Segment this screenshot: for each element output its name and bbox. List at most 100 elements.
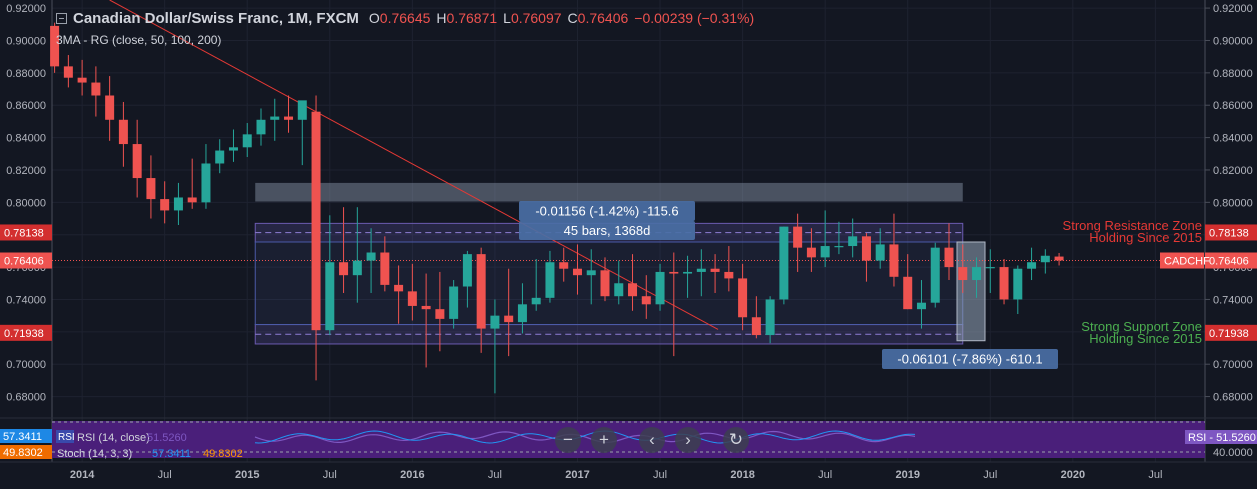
zoom-out-button[interactable]: −	[555, 427, 581, 453]
candle-body	[972, 267, 982, 281]
candle-body	[930, 247, 940, 303]
stoch-k-value: 57.3411	[152, 448, 191, 460]
candle-body	[655, 271, 665, 305]
symbol-price-tag-bg	[1160, 252, 1204, 269]
candle-body	[228, 147, 238, 151]
rsi-tag-left: RSI	[58, 432, 75, 443]
x-tick-label: Jul	[488, 469, 502, 481]
symbol-title[interactable]: Canadian Dollar/Swiss Franc, 1M, FXCM	[73, 9, 359, 27]
y-tick-label-left: 0.86000	[6, 100, 46, 112]
candle-body	[476, 254, 486, 329]
candle-body	[1027, 262, 1037, 269]
support-label-1: Strong Support Zone	[1081, 319, 1202, 334]
resistance-price-tag-left: 0.78138	[4, 227, 44, 239]
candle-body	[146, 178, 156, 200]
candle-body	[999, 267, 1009, 300]
measure-projection-box	[956, 241, 986, 342]
last-price-tag: 0.76406	[1209, 256, 1249, 268]
candle-body	[848, 236, 858, 247]
rsi-tag-left-bg	[56, 430, 74, 443]
rsi-right-tag-bg	[1185, 430, 1257, 444]
candle-body	[586, 270, 596, 276]
candle-body	[545, 262, 555, 298]
scroll-left-button[interactable]: ‹	[639, 427, 665, 453]
x-tick-label: 2015	[235, 469, 259, 481]
candle-body	[738, 278, 748, 318]
y-tick-label-left: 0.70000	[6, 359, 46, 371]
collapse-icon[interactable]	[56, 12, 67, 24]
support-price-tag: 0.71938	[1209, 328, 1249, 340]
x-tick-label: 2017	[565, 469, 589, 481]
stoch-k-left-value: 57.3411	[3, 431, 42, 443]
candle-body	[531, 297, 541, 305]
x-tick-label: 2020	[1061, 469, 1085, 481]
support-label-2: Holding Since 2015	[1089, 331, 1202, 346]
y-tick-label-left: 0.90000	[6, 35, 46, 47]
reset-chart-button[interactable]: ↻	[723, 427, 749, 453]
y-tick-label-left: 0.84000	[6, 133, 46, 145]
stoch-d-left-value: 49.8302	[3, 447, 43, 459]
candle-body	[889, 244, 899, 277]
high-value: H0.76871	[436, 10, 498, 26]
last-price-tag-left-bg	[0, 252, 52, 269]
candle-body	[834, 246, 844, 248]
candle-body	[77, 77, 87, 83]
zoom-in-button[interactable]: +	[591, 427, 617, 453]
candle-body	[572, 268, 582, 276]
resistance-label-2: Holding Since 2015	[1089, 230, 1202, 245]
y-tick-label-right: 0.68000	[1213, 392, 1253, 404]
support-price-tag-bg	[1205, 324, 1257, 341]
measure-top-label: -0.01156 (-1.42%) -115.6	[535, 204, 678, 219]
close-value: C0.76406	[567, 10, 629, 26]
candle-body	[1013, 268, 1023, 300]
scroll-right-button[interactable]: ›	[675, 427, 701, 453]
candle-body	[421, 305, 431, 310]
low-value: L0.76097	[503, 10, 562, 26]
x-tick-label: Jul	[158, 469, 172, 481]
candle-body	[751, 317, 761, 336]
x-tick-label: Jul	[323, 469, 337, 481]
candle-body	[105, 95, 115, 120]
candle-body	[160, 199, 170, 211]
stoch-d-value: 49.8302	[203, 448, 243, 460]
candle-body	[187, 197, 197, 203]
chart-navigation-toolbar: − + ‹ › ↻	[555, 427, 749, 453]
candle-body	[683, 271, 693, 274]
candle-body	[118, 119, 128, 145]
measure-top-label-bg	[519, 201, 695, 221]
y-tick-label-right: 0.80000	[1213, 197, 1253, 209]
candle-body	[270, 116, 280, 120]
stoch-d-left-bg	[0, 445, 52, 459]
candle-body	[903, 276, 913, 310]
upper-supply-zone	[255, 182, 963, 202]
candle-body	[1040, 255, 1050, 263]
candle-body	[517, 304, 527, 323]
candle-body	[339, 262, 349, 276]
y-tick-label-right: 0.70000	[1213, 359, 1253, 371]
x-tick-label: Jul	[818, 469, 832, 481]
candle-body	[669, 271, 679, 274]
candle-body	[641, 296, 651, 305]
resistance-price-tag-bg	[1205, 224, 1257, 241]
x-tick-label: Jul	[1148, 469, 1162, 481]
rsi-axis-label: 40.0000	[1213, 447, 1253, 459]
x-tick-label: 2019	[895, 469, 919, 481]
candle-body	[63, 66, 73, 78]
x-tick-label: 2016	[400, 469, 424, 481]
stoch-legend: Stoch (14, 3, 3)	[57, 448, 132, 460]
candle-body	[504, 315, 514, 323]
candle-body	[215, 150, 225, 164]
candle-body	[325, 262, 335, 331]
candle-body	[297, 100, 307, 120]
last-price-tag-bg	[1205, 252, 1257, 269]
moving-average-label[interactable]: 3MA - RG (close, 50, 100, 200)	[56, 33, 222, 47]
candle-body	[380, 252, 390, 285]
stoch-k-left-bg	[0, 429, 52, 443]
resistance-label-1: Strong Resistance Zone	[1063, 218, 1202, 233]
measure-bottom-label-bg	[882, 349, 1058, 369]
rsi-legend: RSI (14, close)	[77, 432, 150, 444]
candle-body	[600, 270, 610, 297]
candle-body	[559, 262, 569, 269]
